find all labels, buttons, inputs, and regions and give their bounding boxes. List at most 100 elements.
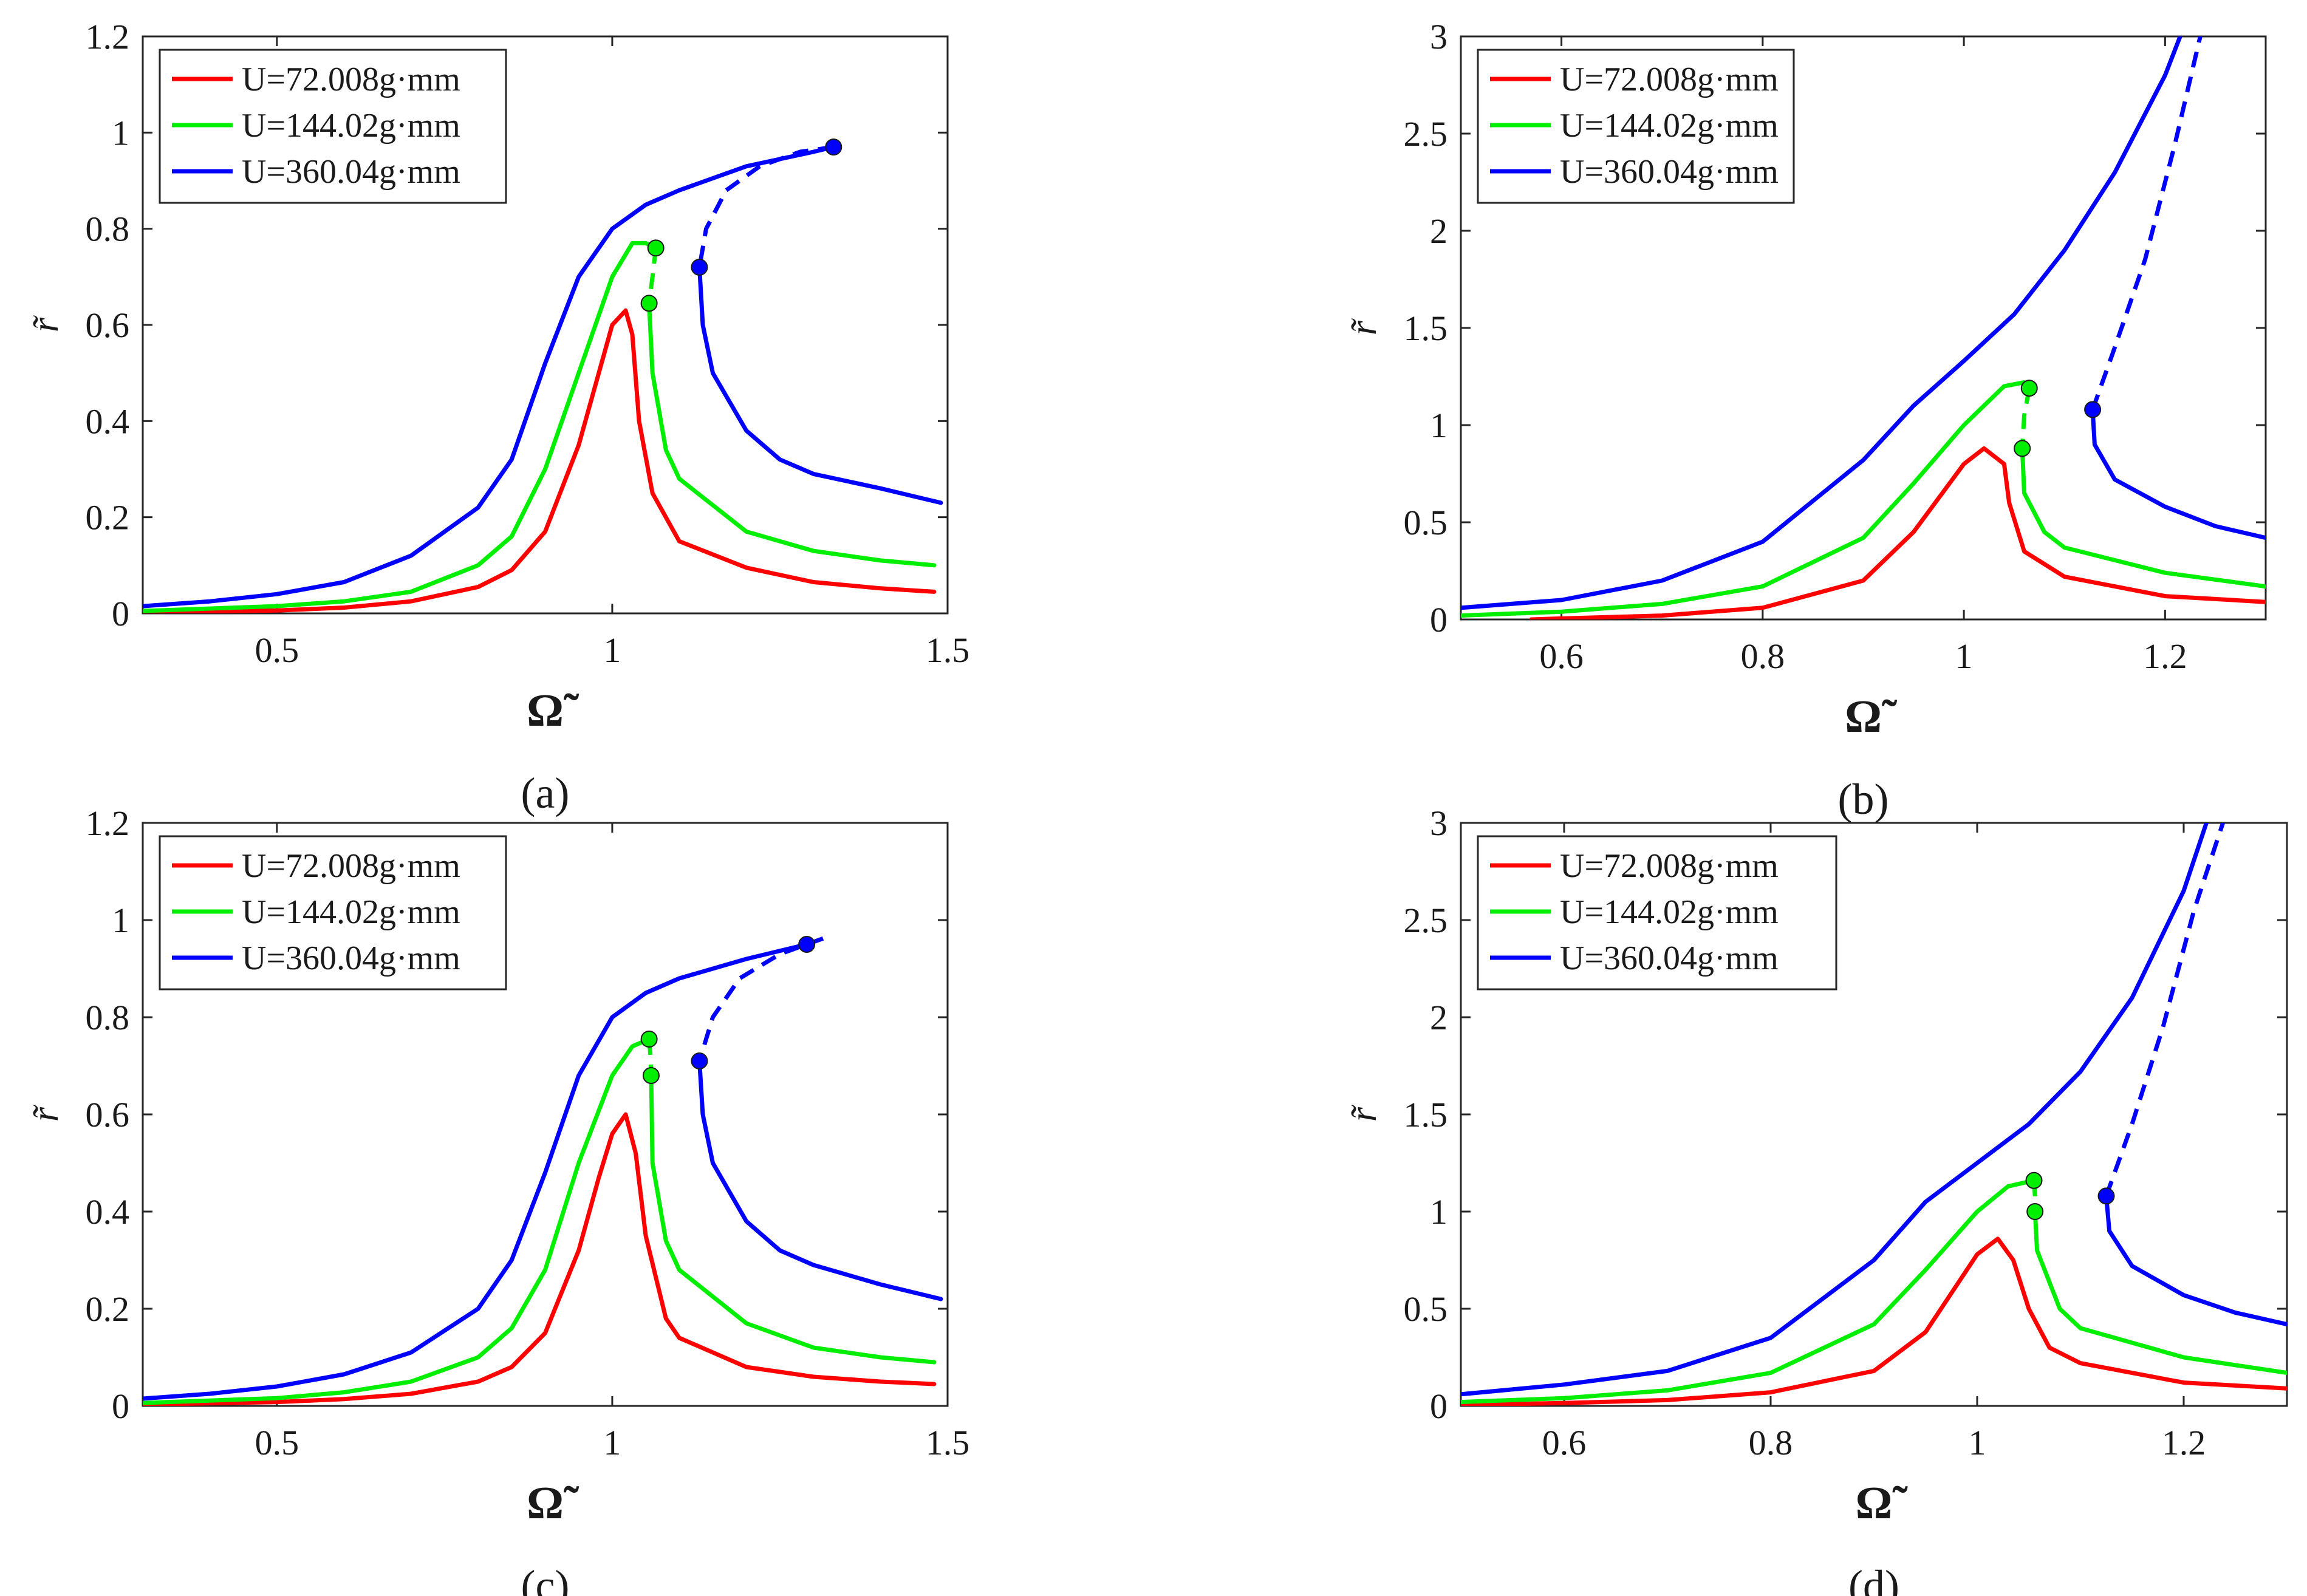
series-u-360.04g-mm-line bbox=[143, 942, 809, 1401]
legend-label: U=144.02g·mm bbox=[242, 107, 460, 145]
legend-label: U=360.04g·mm bbox=[242, 153, 460, 191]
y-tick-label: 0.5 bbox=[1404, 503, 1448, 542]
plot-area bbox=[143, 145, 943, 613]
y-tick-label: 1.2 bbox=[86, 803, 130, 843]
y-tick-label: 2.5 bbox=[1404, 901, 1448, 940]
y-tick-label: 0.2 bbox=[86, 498, 130, 537]
series-u-72.008g-mm-line bbox=[143, 1112, 937, 1406]
x-axis-label: Ω̃ bbox=[1845, 691, 1898, 742]
panel-d: 0.6 0.8 1 1.2 0 0.5 1 1.5 2 2.5 3 Ω̃ r̃ (d) U=72.008g·… bbox=[1343, 803, 2288, 1596]
series-u-144.02g-mm-bifurcation-point bbox=[640, 1031, 658, 1048]
x-tick-label: 0.5 bbox=[255, 1423, 299, 1462]
y-tick-label: 1 bbox=[1430, 1192, 1447, 1232]
y-tick-label: 0 bbox=[1430, 600, 1447, 639]
series-u-360.04g-mm-bifurcation-point bbox=[2084, 401, 2102, 418]
series-u-144.02g-mm-bifurcation-point bbox=[642, 1067, 660, 1084]
y-tick-label: 0 bbox=[1430, 1386, 1447, 1426]
series-u-72.008g-mm-line bbox=[1461, 1236, 2287, 1406]
y-tick-label: 1.5 bbox=[1404, 309, 1448, 348]
panel-c: 0.5 1 1.5 0 0.2 0.4 0.6 0.8 1 1.2 Ω̃ r̃ (c) U=72.008g… bbox=[25, 803, 969, 1596]
series-u-144.02g-mm-bifurcation-point bbox=[640, 295, 658, 312]
legend: U=72.008g·mm U=144.02g·mm U=360.04g·mm bbox=[159, 835, 507, 991]
series-u-360.04g-mm-line bbox=[2090, 407, 2266, 541]
x-tick-label: 0.8 bbox=[1749, 1423, 1793, 1462]
legend-label: U=72.008g·mm bbox=[242, 847, 460, 885]
y-tick-label: 0 bbox=[112, 1386, 129, 1426]
panel-label: (a) bbox=[521, 769, 570, 817]
y-tick-label: 1 bbox=[1430, 406, 1447, 445]
series-u-360.04g-mm-unstable-dashed-line bbox=[2090, 36, 2203, 411]
x-axis-label: Ω̃ bbox=[527, 685, 579, 736]
panel-label: (d) bbox=[1848, 1561, 1899, 1596]
series-u-144.02g-mm-line bbox=[143, 1037, 652, 1405]
series-u-360.04g-mm-bifurcation-point bbox=[825, 138, 842, 156]
y-tick-label: 1.5 bbox=[1404, 1095, 1448, 1134]
panel-label: (c) bbox=[521, 1561, 570, 1596]
series-u-144.02g-mm-line bbox=[647, 301, 937, 568]
x-tick-label: 1.5 bbox=[926, 630, 970, 670]
series-u-144.02g-mm-unstable-dashed-line bbox=[647, 247, 658, 304]
legend-label: U=360.04g·mm bbox=[1560, 153, 1779, 191]
x-tick-label: 0.6 bbox=[1539, 636, 1584, 676]
legend-label: U=144.02g·mm bbox=[1560, 893, 1779, 931]
series-u-144.02g-mm-line bbox=[1461, 1178, 2036, 1405]
panel-label: (b) bbox=[1838, 775, 1889, 824]
panel-b: 0.6 0.8 1 1.2 0 0.5 1 1.5 2 2.5 3 Ω̃ r̃ (b) U=72.008g·… bbox=[1343, 17, 2267, 824]
series-u-72.008g-mm-line bbox=[143, 308, 937, 613]
legend-label: U=72.008g·mm bbox=[242, 61, 460, 98]
x-tick-label: 1.2 bbox=[2143, 636, 2187, 676]
y-tick-label: 2 bbox=[1430, 211, 1447, 251]
legend-label: U=360.04g·mm bbox=[1560, 940, 1779, 977]
series-u-360.04g-mm-line bbox=[143, 145, 836, 609]
x-axis-label: Ω̃ bbox=[527, 1478, 579, 1529]
plot-area bbox=[143, 935, 943, 1406]
y-tick-label: 3 bbox=[1430, 17, 1447, 56]
y-axis-label: r̃ bbox=[1343, 318, 1384, 335]
series-u-360.04g-mm-line bbox=[1461, 36, 2182, 610]
x-tick-label: 0.8 bbox=[1741, 636, 1785, 676]
y-tick-label: 0.8 bbox=[86, 210, 130, 249]
series-u-144.02g-mm-line bbox=[2032, 1209, 2287, 1376]
x-axis-label: Ω̃ bbox=[1856, 1478, 1909, 1529]
series-u-360.04g-mm-line bbox=[2104, 1193, 2287, 1327]
y-tick-label: 0 bbox=[112, 594, 129, 633]
legend: U=72.008g·mm U=144.02g·mm U=360.04g·mm bbox=[159, 49, 507, 204]
y-tick-label: 0.4 bbox=[86, 1192, 130, 1232]
series-u-144.02g-mm-bifurcation-point bbox=[2020, 380, 2038, 397]
series-u-360.04g-mm-line bbox=[697, 265, 943, 505]
plot-area bbox=[1461, 36, 2266, 619]
series-u-360.04g-mm-bifurcation-point bbox=[691, 1052, 708, 1069]
series-u-144.02g-mm-bifurcation-point bbox=[2014, 440, 2031, 457]
y-tick-label: 1 bbox=[112, 901, 129, 940]
x-tick-label: 1 bbox=[603, 1423, 621, 1462]
series-u-144.02g-mm-line bbox=[143, 240, 658, 613]
series-u-144.02g-mm-bifurcation-point bbox=[647, 239, 665, 257]
panel-a: 0.5 1 1.5 0 0.2 0.4 0.6 0.8 1 1.2 Ω̃ r̃ (a) U=72.008g… bbox=[25, 17, 969, 817]
y-axis-label: r̃ bbox=[1343, 1105, 1384, 1122]
legend-label: U=360.04g·mm bbox=[242, 940, 460, 977]
y-tick-label: 0.4 bbox=[86, 401, 130, 441]
y-tick-label: 0.8 bbox=[86, 998, 130, 1037]
series-u-360.04g-mm-bifurcation-point bbox=[798, 936, 816, 953]
series-u-144.02g-mm-line bbox=[649, 1073, 937, 1365]
x-tick-label: 1 bbox=[603, 630, 621, 670]
x-tick-label: 1 bbox=[1969, 1423, 1986, 1462]
x-tick-label: 1.5 bbox=[926, 1423, 970, 1462]
series-u-360.04g-mm-bifurcation-point bbox=[2097, 1187, 2115, 1205]
series-u-360.04g-mm-unstable-dashed-line bbox=[697, 145, 834, 268]
y-tick-label: 3 bbox=[1430, 803, 1447, 843]
y-axis-label: r̃ bbox=[25, 1105, 66, 1122]
y-axis-label: r̃ bbox=[25, 315, 66, 332]
series-u-144.02g-mm-unstable-dashed-line bbox=[2020, 387, 2032, 449]
y-tick-label: 1.2 bbox=[86, 17, 130, 56]
legend-label: U=144.02g·mm bbox=[242, 893, 460, 931]
legend-label: U=72.008g·mm bbox=[1560, 61, 1779, 98]
y-tick-label: 0.5 bbox=[1404, 1289, 1448, 1329]
x-tick-label: 1.2 bbox=[2162, 1423, 2206, 1462]
series-u-144.02g-mm-bifurcation-point bbox=[2026, 1203, 2044, 1220]
legend-label: U=72.008g·mm bbox=[1560, 847, 1779, 885]
y-tick-label: 2.5 bbox=[1404, 114, 1448, 154]
y-tick-label: 0.2 bbox=[86, 1289, 130, 1329]
series-u-72.008g-mm-line bbox=[1529, 446, 2266, 619]
series-u-144.02g-mm-line bbox=[2020, 446, 2266, 589]
